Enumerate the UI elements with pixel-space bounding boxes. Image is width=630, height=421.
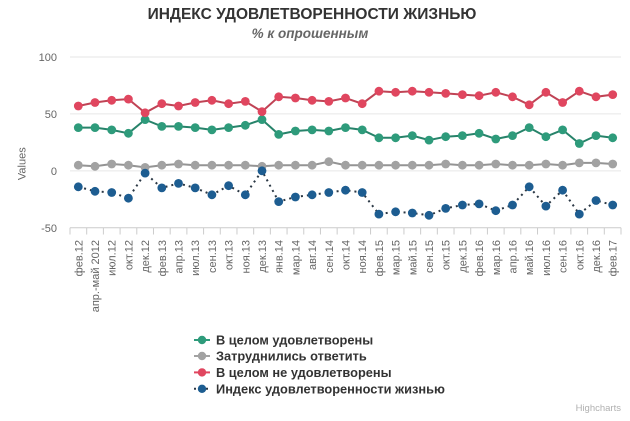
svg-text:50: 50	[45, 109, 57, 121]
svg-text:Затруднились ответить: Затруднились ответить	[216, 349, 367, 364]
svg-text:Values: Values	[17, 147, 29, 180]
svg-text:ноя.13: ноя.13	[240, 240, 252, 273]
svg-text:фев.17: фев.17	[608, 240, 620, 276]
svg-text:сен.16: сен.16	[558, 240, 570, 273]
svg-text:Индекс удовлетворенности жизнь: Индекс удовлетворенности жизнью	[216, 381, 445, 396]
svg-text:июл.12: июл.12	[107, 240, 119, 276]
svg-text:авг.14: авг.14	[307, 240, 319, 270]
svg-text:В целом не удовлетворены: В целом не удовлетворены	[216, 365, 392, 380]
svg-text:-50: -50	[41, 223, 57, 235]
svg-text:май.15: май.15	[407, 240, 419, 275]
svg-text:окт.16: окт.16	[574, 240, 586, 270]
svg-text:июл.16: июл.16	[541, 240, 553, 276]
svg-text:100: 100	[39, 52, 57, 64]
svg-text:апр.16: апр.16	[508, 240, 520, 273]
svg-text:дек.13: дек.13	[257, 240, 269, 273]
svg-text:окт.12: окт.12	[123, 240, 135, 270]
svg-text:окт.15: окт.15	[441, 240, 453, 270]
svg-text:В целом удовлетворены: В целом удовлетворены	[216, 333, 373, 348]
svg-text:сен.15: сен.15	[424, 240, 436, 273]
svg-text:% к опрошенным: % к опрошенным	[252, 26, 369, 41]
svg-text:окт.13: окт.13	[224, 240, 236, 270]
svg-text:мар.16: мар.16	[491, 240, 503, 275]
svg-text:дек.15: дек.15	[457, 240, 469, 273]
svg-text:ноя.14: ноя.14	[357, 240, 369, 273]
svg-text:фев.16: фев.16	[474, 240, 486, 276]
svg-text:сен.13: сен.13	[207, 240, 219, 273]
svg-text:дек.12: дек.12	[140, 240, 152, 273]
svg-text:0: 0	[51, 166, 57, 178]
svg-text:апр.13: апр.13	[174, 240, 186, 273]
svg-text:окт.14: окт.14	[341, 240, 353, 270]
svg-text:фев.12: фев.12	[73, 240, 85, 276]
svg-text:июл.13: июл.13	[190, 240, 202, 276]
svg-text:мар.15: мар.15	[391, 240, 403, 275]
svg-text:апр.-май 2012: апр.-май 2012	[90, 240, 102, 312]
svg-text:фев.15: фев.15	[374, 240, 386, 276]
svg-text:сен.14: сен.14	[324, 240, 336, 273]
svg-text:ИНДЕКС УДОВЛЕТВОРЕННОСТИ ЖИЗНЬ: ИНДЕКС УДОВЛЕТВОРЕННОСТИ ЖИЗНЬЮ	[148, 6, 477, 23]
svg-text:мар.14: мар.14	[290, 240, 302, 275]
svg-text:Highcharts: Highcharts	[576, 403, 622, 414]
svg-text:май.16: май.16	[524, 240, 536, 275]
svg-text:фев.13: фев.13	[157, 240, 169, 276]
svg-text:дек.16: дек.16	[591, 240, 603, 273]
svg-text:янв.14: янв.14	[274, 240, 286, 273]
